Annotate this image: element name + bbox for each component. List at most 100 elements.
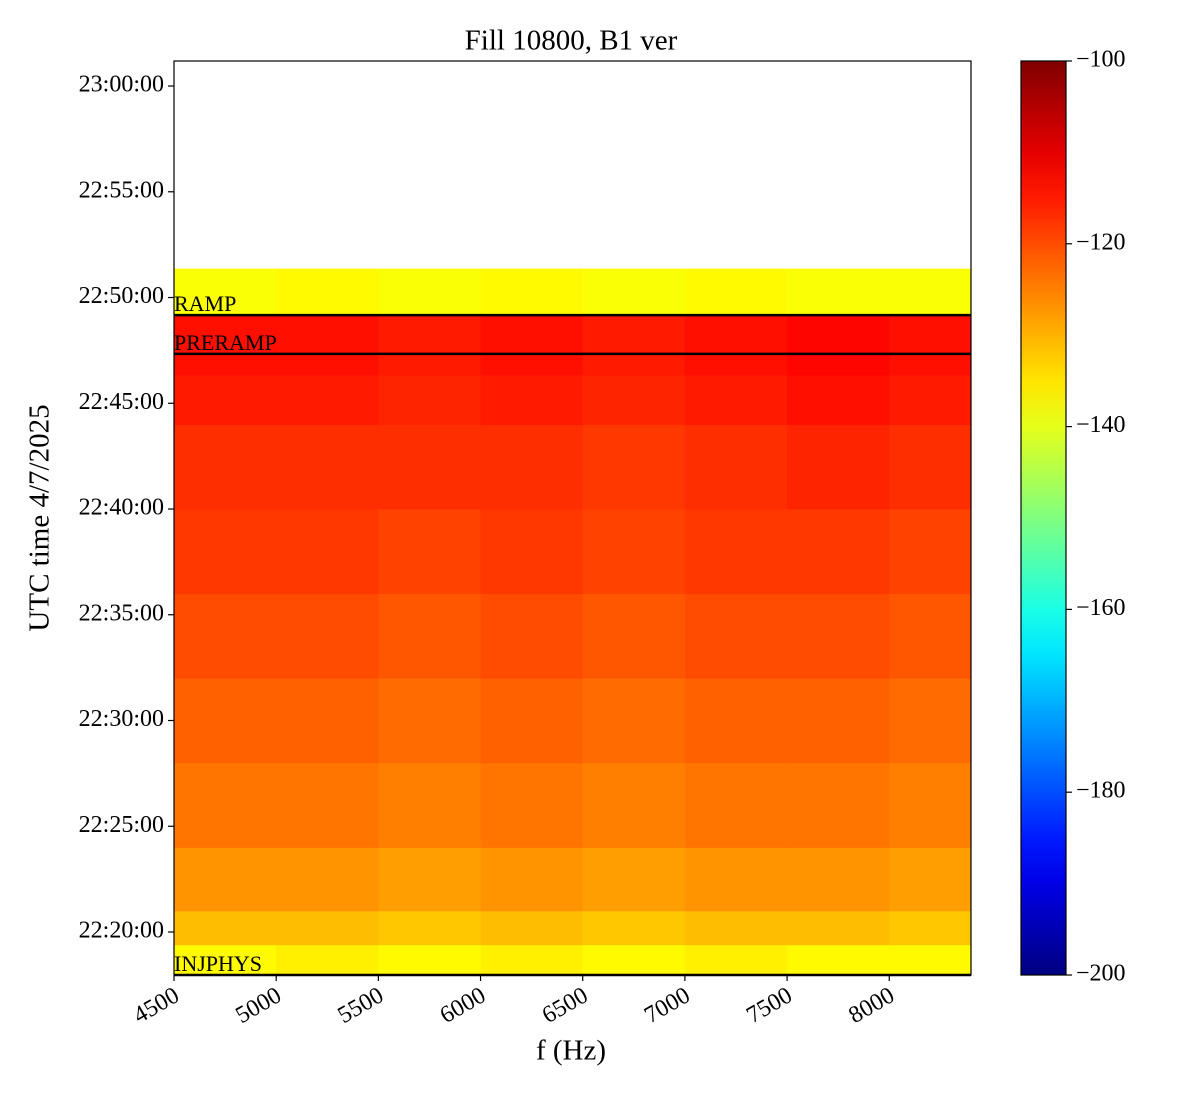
heatmap-cell: [787, 593, 890, 679]
heatmap-cell: [276, 509, 379, 595]
event-label: RAMP: [174, 291, 236, 316]
heatmap-cell: [378, 424, 482, 510]
heatmap-cell: [174, 593, 277, 679]
heatmap-cell: [480, 678, 584, 764]
x-tick-label: 6000: [436, 982, 491, 1029]
x-tick-label: 5500: [334, 982, 389, 1029]
heatmap-cell: [684, 268, 788, 316]
x-tick-label: 6500: [538, 982, 593, 1029]
heatmap-cell: [174, 375, 277, 425]
heatmap-cell: [480, 593, 584, 679]
heatmap-cell: [276, 847, 379, 912]
heatmap-cell: [174, 509, 277, 595]
plot-frame: [173, 60, 972, 976]
y-tick-label: 22:55:00: [79, 177, 164, 203]
heatmap-cell: [889, 910, 971, 946]
y-axis-label: UTC time 4/7/2025: [24, 404, 56, 631]
heatmap-cell: [276, 910, 379, 946]
heatmap-cell: [582, 509, 686, 595]
heatmap: [174, 268, 971, 975]
heatmap-cell: [787, 910, 890, 946]
heatmap-cell: [684, 678, 788, 764]
heatmap-cell: [378, 678, 482, 764]
heatmap-cell: [378, 762, 482, 848]
heatmap-cell: [787, 375, 890, 425]
y-tick-label: 23:00:00: [79, 72, 164, 98]
heatmap-cell: [582, 910, 686, 946]
heatmap-cell: [582, 593, 686, 679]
heatmap-cell: [480, 762, 584, 848]
heatmap-cell: [889, 315, 971, 376]
heatmap-cell: [889, 762, 971, 848]
heatmap-cell: [889, 944, 971, 975]
x-axis-label: f (Hz): [536, 1035, 606, 1067]
heatmap-cell: [378, 593, 482, 679]
heatmap-cell: [582, 762, 686, 848]
heatmap-cell: [889, 847, 971, 912]
heatmap-cell: [378, 944, 482, 975]
heatmap-cell: [378, 910, 482, 946]
heatmap-cell: [889, 424, 971, 510]
y-tick-label: 22:30:00: [79, 706, 164, 732]
heatmap-cell: [889, 509, 971, 595]
heatmap-cell: [787, 847, 890, 912]
heatmap-cell: [684, 910, 788, 946]
heatmap-cell: [684, 424, 788, 510]
x-tick-label: 7500: [742, 982, 797, 1029]
heatmap-cell: [684, 375, 788, 425]
heatmap-cell: [480, 847, 584, 912]
heatmap-cell: [480, 509, 584, 595]
heatmap-cell: [276, 678, 379, 764]
heatmap-cell: [276, 424, 379, 510]
heatmap-cell: [174, 910, 277, 946]
heatmap-cell: [684, 847, 788, 912]
colorbar-tick-label: −200: [1076, 961, 1126, 987]
colorbar-tick-label: −100: [1076, 47, 1126, 73]
heatmap-cell: [480, 944, 584, 975]
heatmap-cell: [684, 944, 788, 975]
heatmap-cell: [276, 944, 379, 975]
heatmap-cell: [276, 762, 379, 848]
heatmap-cell: [174, 678, 277, 764]
heatmap-cell: [684, 509, 788, 595]
heatmap-cell: [582, 678, 686, 764]
heatmap-cell: [174, 847, 277, 912]
heatmap-cell: [378, 847, 482, 912]
colorbar-tick-label: −120: [1076, 229, 1126, 255]
x-tick-label: 4500: [129, 982, 184, 1029]
heatmap-cell: [684, 315, 788, 376]
heatmap-cell: [174, 268, 277, 316]
heatmap-cell: [480, 268, 584, 316]
x-tick-label: 7000: [640, 982, 695, 1029]
heatmap-cell: [276, 315, 379, 376]
y-tick-label: 22:35:00: [79, 600, 164, 626]
heatmap-cell: [378, 509, 482, 595]
heatmap-cell: [174, 424, 277, 510]
colorbar-tick-label: −140: [1076, 412, 1126, 438]
heatmap-cell: [582, 375, 686, 425]
x-tick-label: 8000: [844, 982, 899, 1029]
heatmap-cell: [889, 593, 971, 679]
heatmap-cell: [276, 593, 379, 679]
y-tick-label: 22:40:00: [79, 495, 164, 521]
heatmap-cell: [480, 375, 584, 425]
heatmap-cell: [378, 315, 482, 376]
heatmap-cell: [276, 268, 379, 316]
event-label: PRERAMP: [174, 330, 277, 355]
heatmap-cell: [582, 424, 686, 510]
heatmap-cell: [174, 944, 277, 975]
y-tick-label: 22:25:00: [79, 812, 164, 838]
y-tick-label: 22:45:00: [79, 389, 164, 415]
heatmap-cell: [480, 315, 584, 376]
heatmap-cell: [582, 268, 686, 316]
heatmap-cell: [480, 424, 584, 510]
colorbar-tick-label: −180: [1076, 778, 1126, 804]
heatmap-cell: [174, 762, 277, 848]
heatmap-cell: [174, 315, 277, 376]
heatmap-cell: [787, 424, 890, 510]
heatmap-cell: [889, 375, 971, 425]
y-tick-label: 22:20:00: [79, 917, 164, 943]
y-tick-label: 22:50:00: [79, 283, 164, 309]
heatmap-cell: [684, 593, 788, 679]
